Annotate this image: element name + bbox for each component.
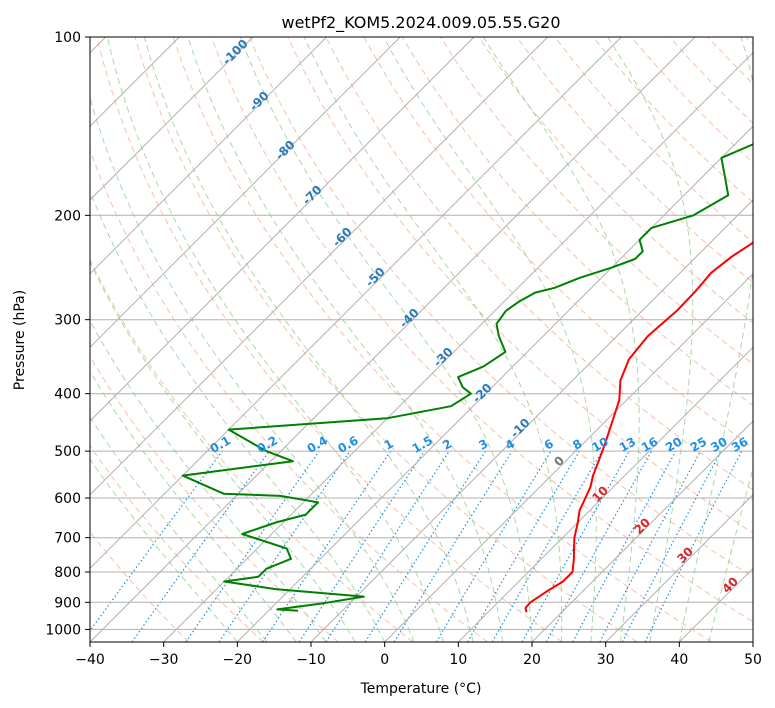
mixing-ratio-line	[131, 450, 270, 642]
moist-adiabat	[187, 37, 503, 642]
isotherm-line	[236, 125, 753, 642]
x-tick-label: 0	[380, 652, 389, 668]
moist-adiabat	[90, 370, 297, 642]
mixing-ratio-line	[218, 450, 351, 642]
moist-adiabat	[143, 37, 474, 642]
isotherm-line	[531, 420, 753, 642]
dry-adiabat	[90, 355, 339, 642]
y-tick-label: 500	[54, 444, 81, 460]
mixing-ratio-line	[90, 450, 223, 632]
y-tick-label: 900	[54, 595, 81, 611]
moist-adiabat	[607, 37, 694, 642]
temperature-profile-line	[524, 241, 753, 613]
moist-adiabat	[708, 466, 753, 642]
mixing-ratio-line	[572, 450, 677, 642]
dry-adiabat	[210, 37, 753, 623]
dry-adiabat	[134, 37, 638, 642]
dry-adiabat	[90, 258, 414, 642]
mixing-ratio-line	[262, 450, 392, 642]
dewpoint-profile-line	[181, 143, 753, 612]
mixing-ratio-line	[185, 450, 320, 642]
moist-adiabat	[303, 37, 563, 642]
grid-layer	[90, 37, 753, 642]
dry-adiabat	[287, 37, 753, 534]
plot-frame	[89, 36, 754, 643]
isotherm-line	[90, 37, 622, 570]
moist-adiabat	[106, 37, 445, 642]
y-tick-label: 700	[54, 531, 81, 547]
moist-adiabat	[90, 319, 327, 642]
dry-adiabat	[325, 37, 753, 491]
isotherm-line	[384, 272, 753, 642]
y-axis-label: Pressure (hPa)	[12, 290, 28, 390]
mixing-ratio-line	[298, 450, 425, 642]
moist-adiabat	[90, 416, 268, 642]
isotherm-line	[90, 37, 696, 642]
dry-adiabat	[172, 37, 712, 642]
moist-adiabat	[90, 458, 238, 642]
isotherm-line	[90, 37, 549, 496]
y-tick-label: 300	[54, 313, 81, 329]
isotherm-line	[605, 493, 753, 642]
mixing-ratio-line	[521, 450, 631, 642]
dry-adiabat	[249, 37, 753, 578]
x-tick-label: 10	[449, 652, 467, 668]
isotherm-line	[457, 346, 753, 642]
mixing-ratio-line	[393, 450, 513, 642]
data-layer	[181, 143, 753, 613]
x-tick-label: 40	[670, 652, 688, 668]
mixing-ratio-line	[325, 450, 450, 642]
y-tick-label: 400	[54, 387, 81, 403]
x-tick-label: 30	[597, 652, 615, 668]
dry-adiabat	[516, 37, 753, 284]
x-axis-label: Temperature (°C)	[360, 681, 482, 697]
x-tick-label: −40	[75, 652, 105, 668]
x-tick-label: 20	[523, 652, 541, 668]
x-tick-label: −20	[223, 652, 253, 668]
axis-layer: −40 −30 −20 −10 0 10 20 30 40 50 100 200 300 400 500 60…	[45, 30, 762, 668]
chart-title: wetPf2_KOM5.2024.009.05.55.G20	[281, 13, 560, 33]
isotherm-line	[310, 199, 753, 642]
moist-adiabat	[90, 189, 386, 642]
mixing-ratio-line	[644, 450, 743, 642]
x-tick-label: 50	[744, 652, 762, 668]
isotherm-line	[90, 37, 401, 349]
x-tick-label: −10	[296, 652, 326, 668]
y-tick-label: 1000	[45, 622, 81, 638]
x-tick-label: −30	[149, 652, 179, 668]
isotherm-line	[90, 37, 475, 422]
isotherm-line	[90, 37, 328, 275]
moist-adiabat	[482, 37, 640, 642]
y-tick-label: 800	[54, 565, 81, 581]
moist-adiabat	[678, 37, 753, 642]
y-tick-label: 200	[54, 208, 81, 224]
dry-adiabat	[90, 445, 264, 642]
dry-adiabat	[96, 37, 563, 642]
moist-adiabat	[239, 37, 533, 642]
y-tick-label: 100	[54, 30, 81, 46]
mixing-ratio-line	[545, 450, 653, 642]
isotherm-line	[90, 37, 254, 201]
moist-adiabat	[383, 37, 597, 642]
y-tick-label: 600	[54, 491, 81, 507]
moist-adiabat	[90, 260, 356, 642]
